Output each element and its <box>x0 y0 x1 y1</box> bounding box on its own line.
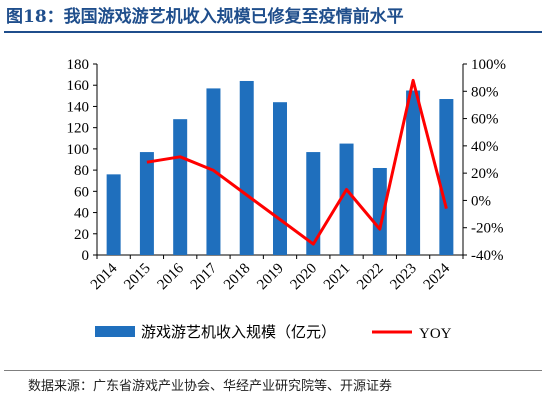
right-y-tick-label: -20% <box>471 221 504 237</box>
data-source-note: 数据来源：广东省游戏产业协会、华经产业研究院等、开源证券 <box>28 379 393 394</box>
right-y-tick-label: 0% <box>471 193 491 209</box>
chart-legend: 游戏游艺机收入规模（亿元） YOY <box>95 324 452 342</box>
left-y-tick-label: 20 <box>74 227 89 243</box>
left-y-tick-label: 80 <box>74 163 89 179</box>
x-tick-label-2022: 2022 <box>354 261 387 294</box>
left-y-tick-label: 180 <box>67 57 90 73</box>
right-y-tick-label: 80% <box>471 84 499 100</box>
left-y-tick-label: 0 <box>82 248 90 264</box>
x-tick-label-2024: 2024 <box>421 260 454 293</box>
x-tick-label-2021: 2021 <box>321 261 354 294</box>
revenue-bar-2016 <box>173 119 188 255</box>
right-y-tick-label: 20% <box>471 166 499 182</box>
revenue-bar-2021 <box>339 143 354 255</box>
revenue-yoy-chart: 0 20 40 60 80 100 120 140 160 180 -40% -20% 0% 20% 40%… <box>67 57 507 342</box>
legend-line-label: YOY <box>419 326 452 342</box>
x-tick-label-2019: 2019 <box>254 261 287 294</box>
left-y-tick-label: 120 <box>67 121 90 137</box>
x-tick-label-2015: 2015 <box>121 261 154 294</box>
legend-bar-swatch <box>95 326 135 337</box>
x-tick-label-2014: 2014 <box>88 260 121 293</box>
left-y-tick-label: 160 <box>67 78 90 94</box>
bar-series <box>106 80 454 256</box>
revenue-bar-2022 <box>372 167 387 255</box>
x-axis-tick-labels: 2014 2015 2016 2017 2018 2019 2020 2021 2022 2023… <box>88 260 454 293</box>
x-tick-label-2020: 2020 <box>288 261 321 294</box>
revenue-bar-2015 <box>139 152 154 255</box>
yoy-line-series <box>146 78 448 246</box>
chart-axes: 0 20 40 60 80 100 120 140 160 180 -40% -20% 0% 20% 40%… <box>67 57 507 264</box>
revenue-bar-2023 <box>406 90 421 256</box>
title-underline <box>4 31 542 33</box>
right-y-tick-label: 100% <box>471 57 506 73</box>
left-y-tick-label: 60 <box>74 184 89 200</box>
source-divider <box>4 370 542 371</box>
left-y-tick-label: 140 <box>67 99 90 115</box>
right-y-tick-label: 60% <box>471 112 499 128</box>
left-y-tick-label: 40 <box>74 206 89 222</box>
yoy-line <box>146 78 448 246</box>
revenue-bar-2018 <box>239 80 254 255</box>
x-tick-label-2017: 2017 <box>188 260 221 293</box>
right-y-tick-label: 40% <box>471 139 499 155</box>
right-y-tick-label: -40% <box>471 248 504 264</box>
revenue-bar-2014 <box>106 174 121 255</box>
x-tick-label-2016: 2016 <box>154 260 187 293</box>
left-y-tick-label: 100 <box>67 142 90 158</box>
revenue-bar-2024 <box>439 99 454 256</box>
x-tick-label-2023: 2023 <box>387 261 420 294</box>
revenue-bar-2020 <box>306 152 321 255</box>
x-tick-label-2018: 2018 <box>221 261 254 294</box>
legend-bar-label: 游戏游艺机收入规模（亿元） <box>141 324 336 341</box>
revenue-bar-2019 <box>273 102 287 255</box>
figure-title: 图18：我国游戏游艺机收入规模已修复至疫情前水平 <box>6 7 404 27</box>
